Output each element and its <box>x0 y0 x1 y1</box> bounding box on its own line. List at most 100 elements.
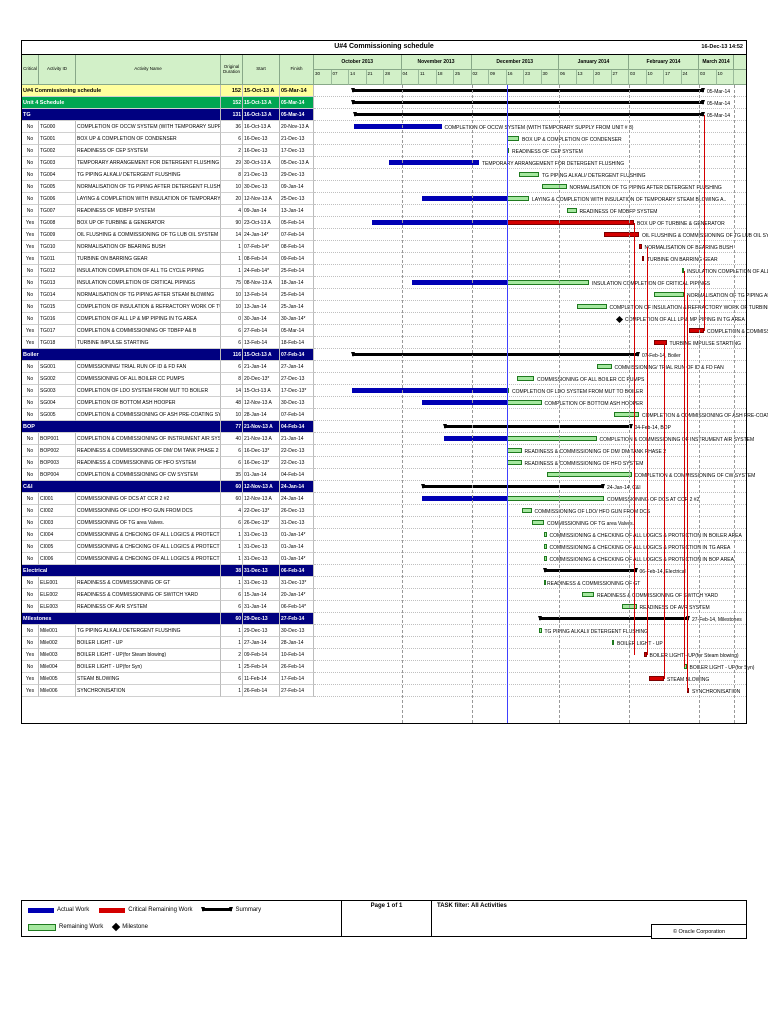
activity-row: No TG016 COMPLETION OF ALL LP & MP PIPING … <box>22 313 746 325</box>
legend: Actual Work Critical Remaining Work Summar… <box>22 901 342 936</box>
critical-bar <box>604 232 639 237</box>
duration-cell: 152 <box>221 85 243 97</box>
activity-id-cell: CI004 <box>39 529 76 541</box>
remaining-bar <box>566 208 577 213</box>
summary-bar <box>353 112 705 117</box>
activity-id-cell: TG000 <box>39 121 76 133</box>
critical-cell: No <box>22 589 39 601</box>
gantt-cell: 04-Feb-14, BOP <box>314 421 746 433</box>
critical-cell: No <box>22 541 39 553</box>
column-header-critical-cell: Critical <box>22 55 39 85</box>
duration-cell: 48 <box>221 397 243 409</box>
start-cell: 07-Feb-14* <box>243 241 280 253</box>
start-cell: 15-Oct-13 A <box>243 97 280 109</box>
gantt-cell: COMPLETION & COMMISSIONING OF CW SYSTEM <box>314 469 755 481</box>
activity-id-cell: BOP003 <box>39 457 76 469</box>
activity-name-cell: TG PIPING ALKALI/ DETERGENT FLUSHING <box>76 169 221 181</box>
activity-name-cell: BOILER LIGHT - UP(for Steam blowing) <box>76 649 221 661</box>
activity-row: No CI005 COMMISSIONING & CHECKING OF ALL L… <box>22 541 746 553</box>
grid-tail <box>22 697 746 723</box>
activity-id-cell: BOP004 <box>39 469 76 481</box>
start-cell: 24-Jan-14* <box>243 229 280 241</box>
activity-name-cell: NORMALISATION OF TG PIPING AFTER STEAM B… <box>76 289 221 301</box>
gantt-cell: TURBINE ON BARRING GEAR <box>314 253 746 265</box>
finish-cell: 28-Jan-14 <box>280 637 314 649</box>
activity-name-cell: COMPLETION OF LDO SYSTEM FROM MUT TO BOI… <box>76 385 221 397</box>
gantt-cell: COMPLETION & COMMISSIONING OF INSTRUMENT… <box>314 433 754 445</box>
critical-swatch-icon <box>99 907 126 913</box>
gantt-cell: 27-Feb-14, Milestones <box>314 613 746 625</box>
activity-id-cell: Mile004 <box>39 661 76 673</box>
remaining-bar <box>506 280 589 285</box>
week-tick: 30 <box>314 70 332 85</box>
critical-cell: No <box>22 361 39 373</box>
activity-id-cell: Mile001 <box>39 625 76 637</box>
critical-cell: Yes <box>22 649 39 661</box>
bar-label: COMMISSIONING OF ALL BOILER CC PUMPS <box>537 376 645 383</box>
timeline-weeks-row: 30 07 14 21 28 04 11 18 25 02 09 16 23 30 06 13 20 27 03 10… <box>314 70 746 85</box>
bar-label: COMPLETION & COMMISSIONING OF INSTRUMENT… <box>599 436 755 443</box>
critical-bar <box>689 328 704 333</box>
bar-label: COMMISSIONING & CHECKING OF ALL LOGICS &… <box>549 544 731 551</box>
critical-cell: No <box>22 577 39 589</box>
group-name-cell: C&I <box>22 481 221 493</box>
month-label: January 2014 <box>559 55 629 70</box>
finish-cell: 25-Feb-14 <box>280 289 314 301</box>
activity-id-cell: BOP001 <box>39 433 76 445</box>
bar-label: READINESS OF CEP SYSTEM <box>512 148 583 155</box>
bar-label: INSULATION COMPLETION OF CRITICAL PIPING… <box>592 280 711 287</box>
month-gridline <box>559 85 560 723</box>
activity-name-cell: TEMPORARY ARRANGEMENT FOR DETERGENT FLUS… <box>76 157 221 169</box>
finish-cell: 31-Dec-13* <box>280 577 314 589</box>
gantt-cell: BOILER LIGHT - UP(for Syn) <box>314 661 754 673</box>
week-tick: 11 <box>419 70 437 85</box>
critical-cell: No <box>22 121 39 133</box>
duration-cell: 1 <box>221 685 243 697</box>
gantt-cell: READINESS OF AVR SYSTEM <box>314 601 746 613</box>
remaining-bar <box>506 460 522 465</box>
bar-label: COMMISSIONING OF DCS AT CCR 2 #2 <box>607 496 700 503</box>
activity-row: No SG004 COMPLETION OF BOTTOM ASH HOOPER 48… <box>22 397 746 409</box>
activity-row: No SG001 COMMISSIONING/ TRIAL RUN OF ID & … <box>22 361 746 373</box>
activity-row: No ELE001 READINESS & COMMISSIONING OF GT 1… <box>22 577 746 589</box>
bar-label: 27-Feb-14, Milestones <box>692 616 742 623</box>
remaining-bar <box>546 472 632 477</box>
activity-name-cell: COMMISSIONING & CHECKING OF ALL LOGICS &… <box>76 553 221 565</box>
activity-name-cell: NORMALISATION OF TG PIPING AFTER DETERGE… <box>76 181 221 193</box>
bar-label: COMPLETION OF INSULATION & REFRACTORY WO… <box>609 304 768 311</box>
timeline-header: October 2013 November 2013 December 2013 Ja… <box>314 55 746 85</box>
activity-name-cell: READINESS OF CEP SYSTEM <box>76 145 221 157</box>
summary-bar <box>543 568 637 573</box>
finish-cell: 24-Jan-14 <box>280 493 314 505</box>
gantt-cell: NORMALISATION OF TG PIPING AFTER DETERGE… <box>314 181 746 193</box>
start-cell: 12-Nov-13 A <box>243 493 280 505</box>
activity-row: Yes TG011 TURBINE ON BARRING GEAR 1 08-Feb-1… <box>22 253 746 265</box>
critical-bar <box>506 220 634 225</box>
duration-cell: 6 <box>221 601 243 613</box>
activity-row: No TG012 INSULATION COMPLETION OF ALL TG C… <box>22 265 768 277</box>
start-cell: 01-Jan-14 <box>243 469 280 481</box>
start-cell: 31-Dec-13 <box>243 565 280 577</box>
finish-cell: 05-Mar-14 <box>280 109 314 121</box>
finish-cell: 20-Nov-13 A <box>280 121 314 133</box>
gantt-cell: 05-Mar-14 <box>314 85 746 97</box>
duration-cell: 8 <box>221 169 243 181</box>
gantt-cell: READINESS OF MDBFP SYSTEM <box>314 205 746 217</box>
gantt-cell: 06-Feb-14, Electrical <box>314 565 746 577</box>
week-tick: 04 <box>401 70 419 85</box>
actual-bar <box>421 196 507 201</box>
activity-row: No SG005 COMPLETION & COMMISSIONING OF ASH… <box>22 409 768 421</box>
duration-cell: 116 <box>221 349 243 361</box>
duration-cell: 10 <box>221 409 243 421</box>
week-tick: 20 <box>594 70 612 85</box>
gantt-cell: BOX UP & COMPLETION OF CONDENSER <box>314 133 746 145</box>
gantt-grid: Critical Activity ID Activity Name Original… <box>22 55 768 723</box>
activity-row: No BOP003 READINESS & COMMISSIONING OF HFO… <box>22 457 746 469</box>
activity-id-cell: CI006 <box>39 553 76 565</box>
gantt-cell: INSULATION COMPLETION OF CRITICAL PIPING… <box>314 277 746 289</box>
activity-id-cell: TG003 <box>39 157 76 169</box>
start-cell: 21-Nov-13 A <box>243 433 280 445</box>
duration-cell: 75 <box>221 277 243 289</box>
month-label: March 2014 <box>699 55 734 70</box>
bar-label: COMMISSIONING/ TRIAL RUN OF ID & FD FAN <box>614 364 724 371</box>
